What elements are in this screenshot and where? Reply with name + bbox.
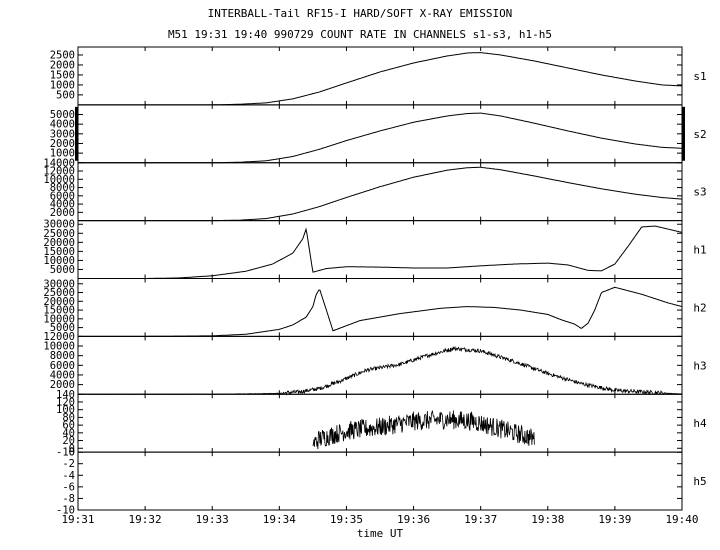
y-tick-label-h2: 15000 [43, 305, 75, 317]
y-tick-label-h3: 8000 [50, 350, 75, 362]
y-tick-label-s1: 1000 [50, 79, 75, 91]
series-line-s1 [78, 52, 682, 106]
x-tick-label: 19:35 [330, 513, 363, 526]
x-tick-label: 19:34 [263, 513, 296, 526]
y-tick-label-h2: 25000 [43, 287, 75, 299]
y-tick-label-h4: 0 [69, 443, 75, 455]
y-tick-label-h1: 25000 [43, 228, 75, 240]
panel-frame-h1 [77, 220, 683, 279]
y-tick-label-h5: 0 [69, 447, 75, 459]
y-tick-label-s2: 5000 [50, 109, 75, 121]
y-tick-label-h4: 60 [62, 420, 75, 432]
y-tick-label-h4: 40 [62, 427, 75, 439]
y-tick-label-h3: 2000 [50, 379, 75, 391]
x-tick-label: 19:31 [61, 513, 94, 526]
y-tick-label-s3: 6000 [50, 190, 75, 202]
x-tick-label: 19:40 [665, 513, 698, 526]
channel-label-h2: h2 [693, 301, 706, 314]
panel-frame-s1 [77, 46, 683, 106]
y-tick-label-h4: 20 [62, 435, 75, 447]
x-tick-label: 19:39 [598, 513, 631, 526]
x-axis-label: time UT [357, 527, 404, 540]
y-tick-label-h3: 4000 [50, 369, 75, 381]
y-tick-label-s3: 2000 [50, 207, 75, 219]
panel-frame-h2 [77, 278, 683, 337]
y-tick-label-h5: -2 [62, 458, 75, 470]
channel-label-s1: s1 [693, 70, 706, 83]
channel-label-h5: h5 [693, 475, 706, 488]
x-tick-label: 19:33 [196, 513, 229, 526]
y-tick-label-s1: 1500 [50, 69, 75, 81]
y-tick-label-s1: 2500 [50, 49, 75, 61]
y-tick-label-h2: 20000 [43, 296, 75, 308]
y-tick-label-s1: 2000 [50, 59, 75, 71]
y-tick-label-h5: -8 [62, 493, 75, 505]
y-tick-label-h4: -10 [56, 447, 75, 459]
channel-label-h3: h3 [693, 359, 706, 372]
y-tick-label-h1: 30000 [43, 219, 75, 231]
y-tick-label-s2: 1000 [50, 148, 75, 160]
y-tick-label-s3: 4000 [50, 199, 75, 211]
series-line-s3 [78, 166, 683, 222]
y-tick-label-s3: 8000 [50, 182, 75, 194]
series-line-h4 [312, 410, 535, 450]
y-tick-label-h1: 20000 [43, 237, 75, 249]
channel-label-h4: h4 [693, 417, 707, 430]
chart-title: INTERBALL-Tail RF15-I HARD/SOFT X-RAY EM… [207, 7, 513, 20]
panel-frame-s2 [77, 104, 683, 164]
chart-subtitle: M51 19:31 19:40 990729 COUNT RATE IN CHA… [167, 28, 553, 41]
y-tick-label-h4: 120 [56, 396, 75, 408]
series-line-h1 [78, 225, 683, 279]
y-tick-label-h1: 15000 [43, 246, 75, 258]
edge-bar-left-s2 [75, 106, 78, 161]
y-tick-label-s2: 4000 [50, 119, 75, 131]
series-line-h3 [77, 345, 683, 396]
series-line-h2 [78, 286, 683, 337]
y-tick-label-h5: -4 [62, 470, 75, 482]
channel-label-s3: s3 [693, 186, 706, 199]
y-tick-label-s1: 500 [56, 89, 75, 101]
panel-frame-h5 [77, 451, 683, 511]
y-tick-label-h1: 10000 [43, 255, 75, 267]
channel-label-s2: s2 [693, 128, 706, 141]
edge-bar-right-s2 [682, 106, 685, 161]
y-tick-label-h2: 10000 [43, 313, 75, 325]
y-tick-label-s2: 2000 [50, 138, 75, 150]
y-tick-label-s3: 12000 [43, 166, 75, 178]
y-tick-label-h2: 5000 [50, 322, 75, 334]
channel-label-h1: h1 [693, 244, 706, 257]
y-tick-label-h4: 100 [56, 404, 75, 416]
x-tick-label: 19:37 [464, 513, 497, 526]
y-tick-label-h2: 30000 [43, 278, 75, 290]
panel-frame-s3 [77, 162, 683, 222]
x-tick-label: 19:32 [129, 513, 162, 526]
y-tick-label-h5: -10 [56, 505, 75, 517]
y-tick-label-h4: 80 [62, 412, 75, 424]
x-tick-label: 19:38 [531, 513, 564, 526]
y-tick-label-h3: 6000 [50, 360, 75, 372]
y-tick-label-h4: 140 [56, 389, 75, 401]
series-line-s2 [78, 112, 683, 164]
y-tick-label-h1: 5000 [50, 264, 75, 276]
y-tick-label-s3: 14000 [43, 157, 75, 169]
x-tick-label: 19:36 [397, 513, 430, 526]
y-tick-label-s2: 3000 [50, 128, 75, 140]
y-tick-label-h3: 10000 [43, 341, 75, 353]
y-tick-label-h3: 12000 [43, 331, 75, 343]
y-tick-label-s3: 10000 [43, 174, 75, 186]
y-tick-label-h5: -6 [62, 481, 75, 493]
